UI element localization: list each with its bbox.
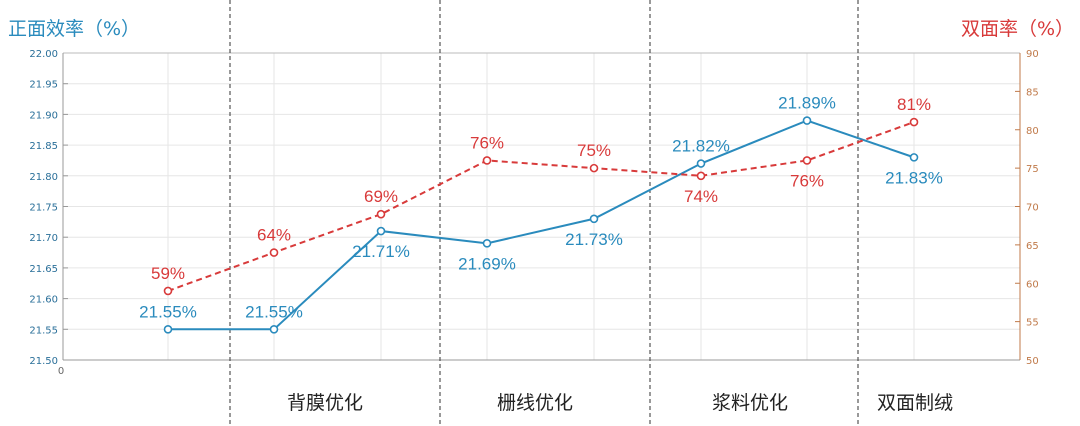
- right-tick-label: 60: [1026, 279, 1039, 290]
- origin-label: 0: [58, 366, 64, 377]
- bifaciality-data-label: 59%: [151, 264, 185, 283]
- front-efficiency-data-label: 21.82%: [672, 137, 730, 156]
- front-efficiency-line: [168, 119, 915, 331]
- front-efficiency-point: [163, 324, 173, 334]
- right-tick-label: 75: [1026, 164, 1039, 175]
- bifaciality-point: [696, 171, 706, 181]
- right-tick-label: 90: [1026, 49, 1039, 60]
- bifaciality-point: [269, 248, 279, 257]
- front-efficiency-point: [482, 239, 492, 248]
- bifaciality-line: [167, 121, 915, 292]
- front-efficiency-point: [802, 116, 812, 125]
- right-tick-label: 80: [1026, 126, 1039, 137]
- right-axis-title: 双面率（%）: [960, 18, 1074, 40]
- bifaciality-data-label: 81%: [897, 95, 931, 114]
- left-tick-label: 21.70: [29, 233, 58, 244]
- left-tick-label: 21.60: [29, 295, 58, 306]
- bifaciality-point: [589, 163, 599, 173]
- front-efficiency-data-label: 21.55%: [245, 302, 303, 321]
- front-efficiency-data-label: 21.55%: [139, 302, 197, 321]
- left-tick-label: 21.85: [29, 141, 58, 152]
- front-efficiency-point: [269, 324, 279, 334]
- front-efficiency-point: [376, 226, 386, 236]
- left-tick-label: 21.75: [29, 203, 58, 214]
- bifaciality-point: [802, 156, 812, 165]
- bifaciality-data-label: 64%: [257, 226, 291, 245]
- left-tick-label: 21.65: [29, 264, 58, 275]
- right-tick-label: 70: [1026, 203, 1039, 214]
- right-tick-label: 85: [1026, 87, 1039, 98]
- left-axis-title: 正面效率（%）: [8, 18, 141, 40]
- stage-label-backfilm: 背膜优化: [286, 392, 364, 414]
- stage-label-paste: 浆料优化: [711, 392, 789, 414]
- front-efficiency-point: [696, 159, 706, 168]
- left-tick-label: 21.55: [29, 325, 58, 336]
- left-tick-label: 21.90: [29, 110, 58, 121]
- left-tick-label: 21.80: [29, 172, 58, 183]
- front-efficiency-data-label: 21.89%: [778, 94, 836, 113]
- bifaciality-point: [376, 209, 386, 219]
- stage-label-texturing: 双面制绒: [876, 392, 954, 414]
- front-efficiency-point: [909, 153, 919, 162]
- bifaciality-data-label: 75%: [577, 141, 611, 160]
- bifaciality-point: [909, 117, 919, 127]
- right-tick-label: 55: [1026, 318, 1039, 329]
- front-efficiency-data-label: 21.73%: [565, 230, 623, 249]
- bifaciality-point: [482, 156, 492, 165]
- left-tick-label: 22.00: [29, 49, 58, 60]
- stage-label-gridline: 栅线优化: [496, 392, 574, 414]
- left-tick-label: 21.50: [29, 356, 58, 367]
- front-efficiency-data-label: 21.71%: [352, 242, 410, 261]
- bifaciality-data-label: 76%: [470, 133, 504, 152]
- bifaciality-data-label: 74%: [684, 187, 718, 206]
- bifaciality-data-label: 76%: [790, 171, 824, 190]
- front-efficiency-data-label: 21.83%: [885, 168, 943, 187]
- right-tick-label: 65: [1026, 241, 1039, 252]
- left-tick-label: 21.95: [29, 80, 58, 91]
- front-efficiency-point: [589, 214, 599, 224]
- bifaciality-point: [163, 286, 173, 296]
- front-efficiency-data-label: 21.69%: [458, 254, 516, 273]
- right-tick-label: 50: [1026, 356, 1039, 367]
- bifaciality-data-label: 69%: [364, 187, 398, 206]
